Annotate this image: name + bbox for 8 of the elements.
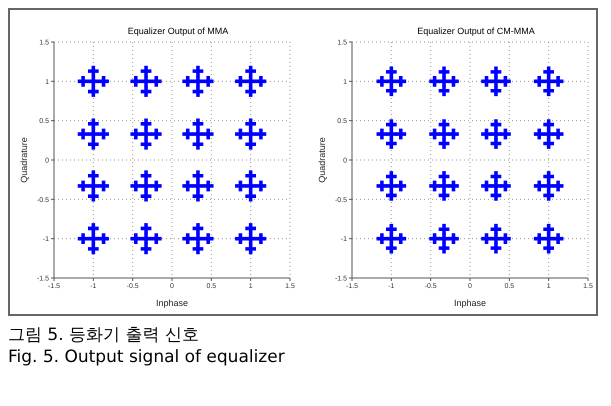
- y-axis-title: Quadrature: [19, 137, 30, 183]
- chart-title: Equalizer Output of CM-MMA: [416, 26, 536, 36]
- caption: Fig. 5. Output signal of equalizer: [8, 346, 286, 368]
- y-axis-title: Quadrature: [317, 137, 328, 183]
- chart-title: Equalizer Output of MMA: [126, 26, 230, 36]
- x-axis-title: Inphase: [454, 298, 486, 308]
- caption: 그림 5. 등화기 출력 신호: [8, 324, 200, 346]
- x-axis-title: Inphase: [156, 298, 188, 308]
